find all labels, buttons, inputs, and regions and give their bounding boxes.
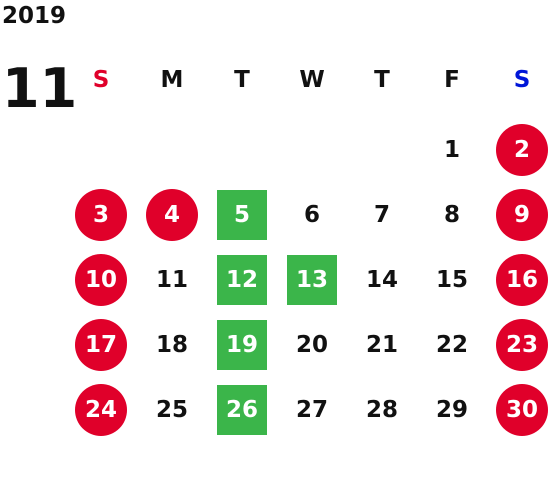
day-cell[interactable]: 21	[365, 332, 398, 358]
day-cell[interactable]: 30	[496, 384, 548, 436]
day-cell[interactable]: 23	[496, 319, 548, 371]
day-cell[interactable]: 13	[287, 255, 337, 305]
day-cell[interactable]: 11	[155, 267, 188, 293]
day-cell[interactable]: 15	[435, 267, 468, 293]
day-cell[interactable]: 3	[75, 189, 127, 241]
day-cell[interactable]: 18	[155, 332, 188, 358]
day-cell[interactable]: 14	[365, 267, 398, 293]
day-cell[interactable]: 25	[155, 397, 188, 423]
day-cell[interactable]: 8	[443, 202, 460, 228]
day-cell[interactable]: 29	[435, 397, 468, 423]
day-cell[interactable]: 12	[217, 255, 267, 305]
day-cell[interactable]: 27	[295, 397, 328, 423]
weekday-header: F	[444, 67, 460, 93]
day-cell[interactable]: 1	[443, 137, 460, 163]
day-cell[interactable]: 22	[435, 332, 468, 358]
day-cell[interactable]: 10	[75, 254, 127, 306]
day-cell[interactable]: 2	[496, 124, 548, 176]
year-label: 2019	[2, 3, 67, 29]
day-cell[interactable]: 5	[217, 190, 267, 240]
day-cell[interactable]: 7	[373, 202, 390, 228]
weekday-header: S	[513, 67, 531, 93]
day-cell[interactable]: 26	[217, 385, 267, 435]
day-cell[interactable]: 28	[365, 397, 398, 423]
weekday-header: M	[160, 67, 184, 93]
day-cell[interactable]: 24	[75, 384, 127, 436]
month-label: 11	[2, 57, 78, 120]
day-cell[interactable]: 20	[295, 332, 328, 358]
day-cell[interactable]: 9	[496, 189, 548, 241]
day-cell[interactable]: 19	[217, 320, 267, 370]
day-cell[interactable]: 17	[75, 319, 127, 371]
day-cell[interactable]: 4	[146, 189, 198, 241]
day-cell[interactable]: 16	[496, 254, 548, 306]
weekday-header: W	[299, 67, 325, 93]
weekday-header: S	[92, 67, 110, 93]
weekday-header: T	[234, 67, 250, 93]
day-cell[interactable]: 6	[303, 202, 320, 228]
weekday-header: T	[374, 67, 390, 93]
